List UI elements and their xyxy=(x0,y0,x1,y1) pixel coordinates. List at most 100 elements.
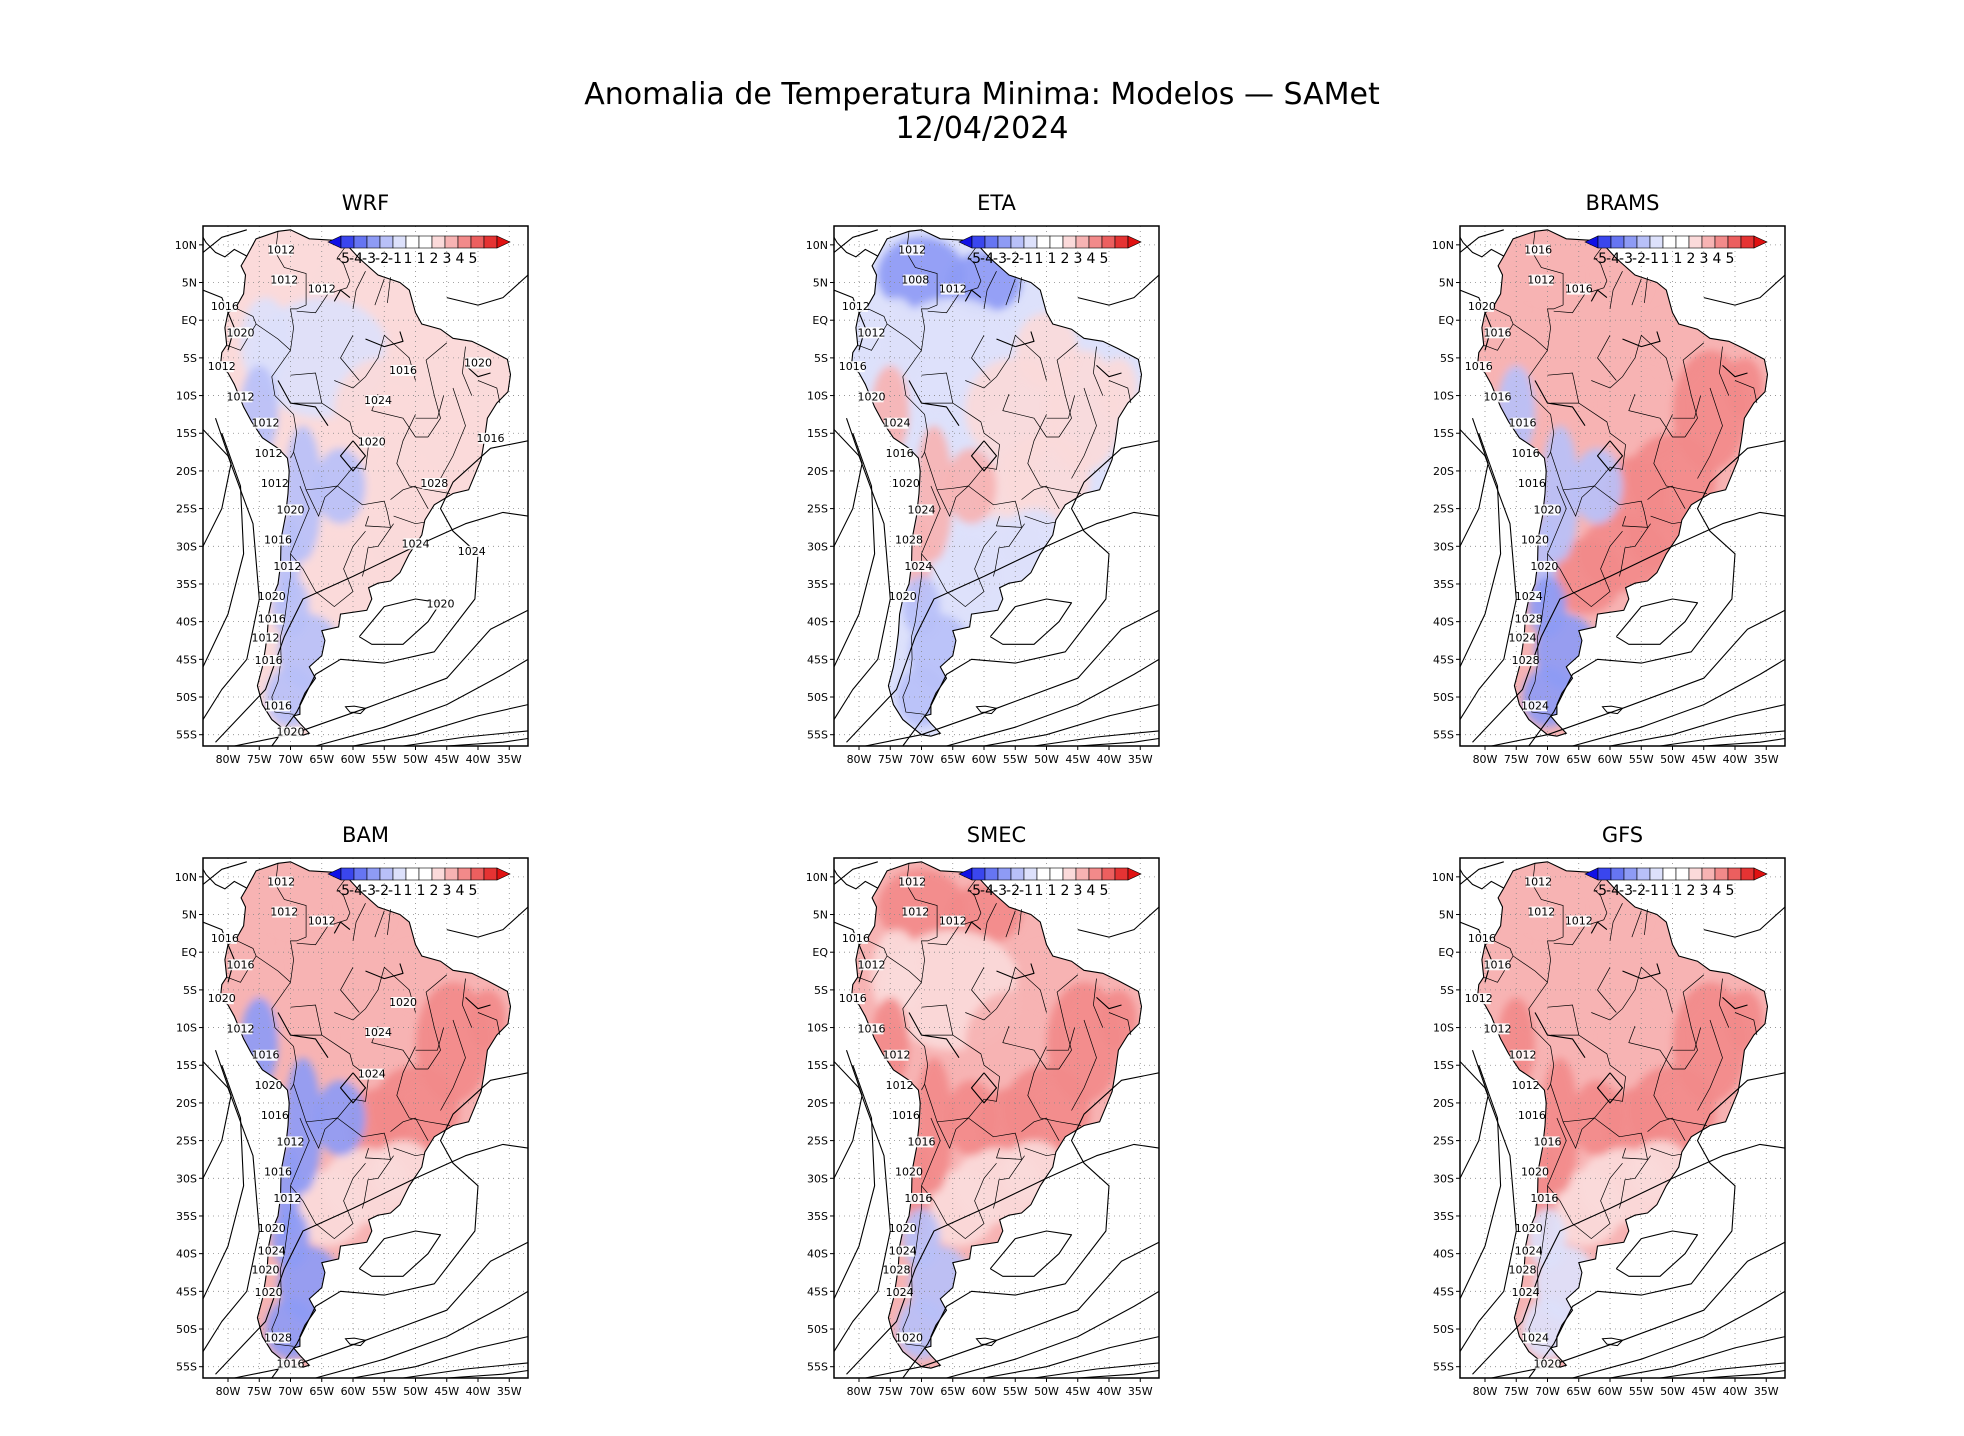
anomaly-region-south xyxy=(1547,538,1623,615)
colorbar-segment xyxy=(1023,867,1038,881)
lat-tick-label: 45S xyxy=(176,1285,197,1298)
colorbar-segment xyxy=(470,235,485,249)
country-border xyxy=(902,936,938,1091)
colorbar-label: 1 xyxy=(1035,883,1044,899)
isobar-line xyxy=(339,1072,367,1104)
lon-tick-label: 65W xyxy=(1566,753,1591,766)
lon-tick-label: 75W xyxy=(878,1385,903,1398)
isobar-label: 1020 xyxy=(895,1331,923,1344)
isobar-label: 1012 xyxy=(277,1135,305,1148)
colorbar-label: -5 xyxy=(967,251,981,267)
colorbar-segment xyxy=(405,867,420,881)
isobar-label: 1012 xyxy=(273,1192,301,1205)
lat-tick-label: 30S xyxy=(176,540,197,553)
isobar-line xyxy=(1572,1290,1785,1378)
colorbar-label: -2 xyxy=(1006,251,1020,267)
colorbar-segment xyxy=(1714,235,1729,249)
lat-tick-label: 45S xyxy=(1433,653,1454,666)
colorbar-label: -5 xyxy=(336,251,350,267)
lon-tick-label: 35W xyxy=(497,1385,522,1398)
isobar-label: 1016 xyxy=(886,447,914,460)
lat-tick-label: 25S xyxy=(176,1135,197,1148)
lat-tick-label: 55S xyxy=(807,729,828,742)
lat-tick-label: EQ xyxy=(181,314,197,327)
isobar-label: 1008 xyxy=(901,274,929,287)
isobar-label: 1012 xyxy=(1527,274,1555,287)
colorbar-segment xyxy=(1623,235,1638,249)
lat-tick-label: 30S xyxy=(1433,540,1454,553)
country-border xyxy=(1631,910,1642,938)
country-border xyxy=(352,271,366,309)
anomaly-region-andes xyxy=(315,1080,366,1156)
isobar-label: 1016 xyxy=(908,1135,936,1148)
country-border xyxy=(1547,372,1580,404)
isobar-line xyxy=(277,1012,329,1059)
colorbar-segment xyxy=(1675,235,1690,249)
country-border xyxy=(393,515,425,525)
isobar-label: 1012 xyxy=(1465,992,1493,1005)
colorbar-segment xyxy=(1662,867,1677,881)
isobar-line xyxy=(834,921,866,983)
isobar-line xyxy=(1077,1369,1159,1378)
colorbar-segment xyxy=(1649,235,1664,249)
isobar-line xyxy=(1460,861,1504,885)
country-border xyxy=(902,304,938,459)
colorbar-label: 2 xyxy=(1061,251,1070,267)
colorbar-label: -1 xyxy=(388,251,402,267)
isobar-label: 1020 xyxy=(358,436,386,449)
isobar-label: 1016 xyxy=(842,932,870,945)
country-border xyxy=(1719,978,1730,1028)
isobar-label: 1012 xyxy=(1565,915,1593,928)
country-border xyxy=(374,278,385,306)
colorbar-label: -1 xyxy=(1645,883,1659,899)
isobar-label: 1024 xyxy=(904,560,932,573)
country-border xyxy=(1609,271,1623,309)
lon-tick-label: 60W xyxy=(341,1385,366,1398)
lat-tick-label: 15S xyxy=(176,427,197,440)
colorbar-label: 1 xyxy=(1048,251,1057,267)
colorbar-segment xyxy=(1688,867,1703,881)
country-border xyxy=(1108,1012,1132,1036)
isobar-line xyxy=(333,289,351,302)
isobar-label: 1016 xyxy=(1465,360,1493,373)
country-border xyxy=(1597,335,1617,381)
map-frame xyxy=(1459,857,1786,1379)
isobar-label: 1024 xyxy=(1521,699,1549,712)
isobar-line xyxy=(271,1072,528,1378)
lon-tick-label: 75W xyxy=(1504,753,1529,766)
lon-tick-label: 35W xyxy=(1754,1385,1779,1398)
isobar-label: 1020 xyxy=(258,1222,286,1235)
lat-tick-label: 35S xyxy=(176,1210,197,1223)
colorbar-label: 2 xyxy=(430,883,439,899)
isobar-label: 1012 xyxy=(227,390,255,403)
colorbar-label: -4 xyxy=(349,251,363,267)
isobar-line xyxy=(865,609,1159,746)
colorbar-segment xyxy=(1036,867,1051,881)
colorbar-segment xyxy=(483,867,498,881)
lon-tick-label: 55W xyxy=(1003,1385,1028,1398)
country-border xyxy=(1553,876,1608,946)
isobar-label: 1020 xyxy=(1530,560,1558,573)
country-border xyxy=(1056,974,1079,1070)
isobar-line xyxy=(203,921,235,983)
lon-tick-label: 35W xyxy=(1128,1385,1153,1398)
country-border xyxy=(927,244,982,314)
lat-tick-label: 25S xyxy=(807,503,828,516)
isobar-label: 1024 xyxy=(1509,631,1537,644)
isobar-line xyxy=(339,440,367,472)
country-border xyxy=(968,1117,1022,1160)
isobar-label: 1012 xyxy=(901,906,929,919)
isobar-label: 1016 xyxy=(211,932,239,945)
country-border xyxy=(1550,402,1626,491)
colorbar-label: -3 xyxy=(993,251,1007,267)
country-border xyxy=(1647,485,1686,509)
isobar-label: 1012 xyxy=(883,1049,911,1062)
country-border xyxy=(1071,387,1097,479)
country-border xyxy=(271,1117,310,1347)
colorbar-segment xyxy=(1701,867,1716,881)
colorbar-label: 1 xyxy=(1661,883,1670,899)
country-border xyxy=(1021,1117,1060,1141)
coastline xyxy=(834,229,1143,737)
lat-tick-label: 5N xyxy=(813,909,828,922)
colorbar-segment xyxy=(1727,867,1742,881)
